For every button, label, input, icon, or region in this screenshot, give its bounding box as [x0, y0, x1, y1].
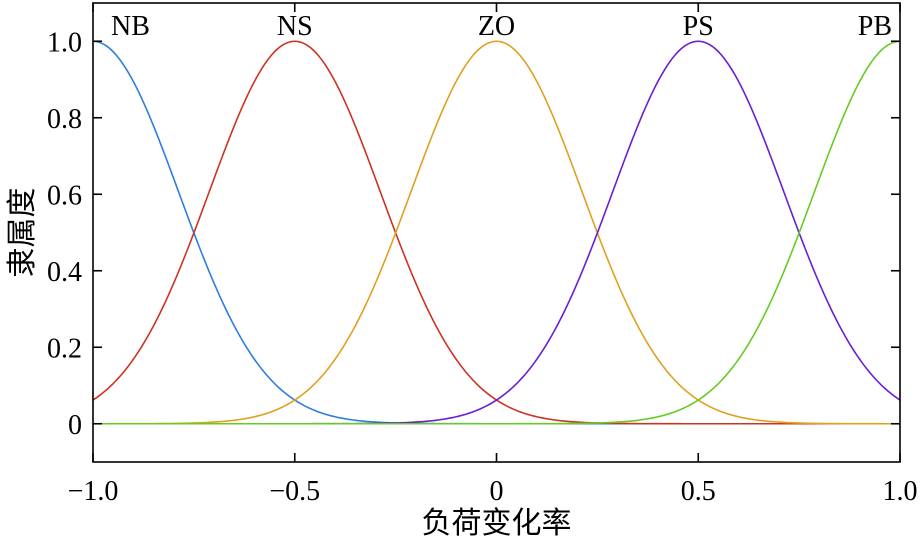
- curve-ps: [93, 40, 900, 425]
- y-tick-label: 0.6: [47, 180, 82, 211]
- x-tick-label: −1.0: [68, 476, 119, 507]
- y-tick-label: 0: [68, 410, 82, 441]
- series-label-pb: PB: [858, 11, 892, 42]
- y-tick-label: 0.2: [47, 333, 82, 364]
- x-axis-ticks: −1.0 −0.5 0 0.5 1.0: [68, 3, 918, 507]
- curve-pb: [93, 40, 900, 425]
- y-tick-label: 1.0: [47, 27, 82, 58]
- curve-ns: [93, 40, 900, 425]
- x-tick-label: 0: [490, 476, 504, 507]
- y-tick-label: 0.4: [47, 257, 82, 288]
- x-tick-label: 1.0: [883, 476, 918, 507]
- series-labels: NB NS ZO PS PB: [111, 11, 892, 42]
- series-label-ns: NS: [277, 11, 313, 42]
- y-axis-ticks: 0 0.2 0.4 0.6 0.8 1.0: [47, 27, 900, 441]
- x-tick-label: −0.5: [269, 476, 320, 507]
- series-label-nb: NB: [111, 11, 150, 42]
- x-tick-label: 0.5: [681, 476, 716, 507]
- curve-nb: [93, 40, 900, 425]
- y-tick-label: 0.8: [47, 104, 82, 135]
- y-axis-title: 隶属度: [6, 188, 39, 278]
- plot-frame: [92, 2, 901, 463]
- series-label-ps: PS: [683, 11, 714, 42]
- series-label-zo: ZO: [478, 11, 515, 42]
- x-axis-title: 负荷变化率: [422, 507, 572, 540]
- membership-curves: [93, 40, 900, 425]
- curve-zo: [93, 40, 900, 425]
